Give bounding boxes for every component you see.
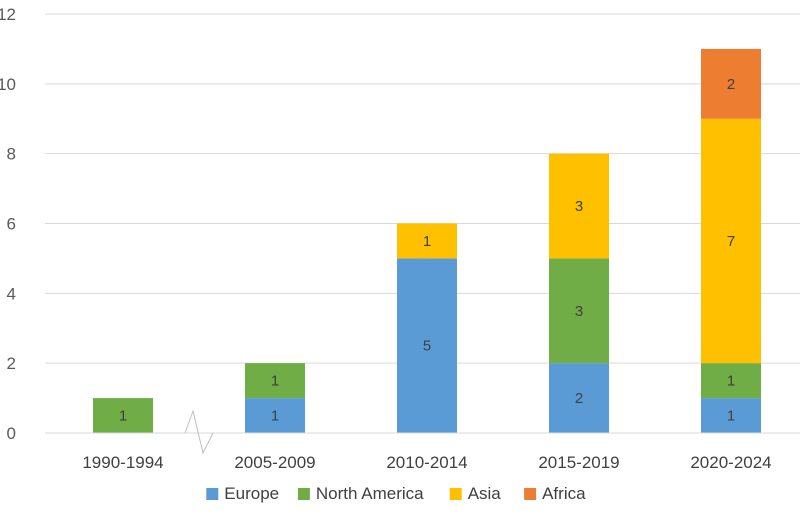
y-tick-label: 2 [7, 354, 16, 373]
data-label: 5 [423, 338, 431, 355]
x-tick-label: 1990-1994 [82, 453, 163, 472]
x-tick-label: 2010-2014 [386, 453, 467, 472]
legend-swatch-africa [524, 488, 537, 500]
bar-segment-north-america-2020-2024 [701, 363, 761, 399]
bar-segment-north-america-2005-2009 [245, 363, 305, 399]
bar-segment-europe-2020-2024 [701, 398, 761, 433]
data-label: 1 [119, 408, 127, 425]
bar-segment-europe-2010-2014 [397, 258, 457, 433]
bar-segment-africa-2020-2024 [701, 48, 761, 119]
data-label: 3 [575, 198, 583, 215]
y-tick-label: 10 [0, 75, 16, 94]
legend-swatch-asia [449, 488, 462, 500]
axis-break-mark [184, 409, 214, 455]
bar-segment-north-america-2015-2019 [549, 258, 609, 364]
data-label: 1 [727, 408, 735, 425]
y-tick-label: 8 [7, 145, 16, 164]
data-label: 3 [575, 303, 583, 320]
data-label: 1 [271, 408, 279, 425]
bar-segment-europe-2015-2019 [549, 363, 609, 433]
y-tick-label: 6 [7, 215, 16, 234]
legend-label: Asia [468, 484, 502, 503]
bars: 1 1 1 5 1 2 3 3 1 1 7 2 [93, 48, 761, 433]
bar-segment-asia-2015-2019 [549, 153, 609, 259]
legend-swatch-europe [206, 488, 219, 500]
x-tick-label: 2015-2019 [538, 453, 619, 472]
legend-swatch-north-america [297, 488, 310, 500]
data-label: 2 [727, 76, 735, 93]
data-label: 7 [727, 233, 735, 250]
y-tick-label: 0 [7, 424, 16, 443]
data-label: 1 [423, 233, 431, 250]
bar-segment-europe-2005-2009 [245, 398, 305, 433]
y-tick-label: 12 [0, 5, 16, 24]
x-tick-label: 2005-2009 [234, 453, 315, 472]
legend-label: North America [316, 484, 424, 503]
y-tick-label: 4 [7, 284, 16, 303]
legend-label: Europe [224, 484, 279, 503]
bar-segment-asia-2010-2014 [397, 223, 457, 259]
data-label: 1 [727, 373, 735, 390]
bar-segment-north-america-1990-1994 [93, 398, 153, 433]
x-tick-label: 2020-2024 [690, 453, 771, 472]
data-label: 1 [271, 373, 279, 390]
bar-segment-asia-2020-2024 [701, 118, 761, 364]
data-label: 2 [575, 390, 583, 407]
legend-label: Africa [542, 484, 586, 503]
legend: Europe North America Asia Africa [206, 484, 586, 503]
